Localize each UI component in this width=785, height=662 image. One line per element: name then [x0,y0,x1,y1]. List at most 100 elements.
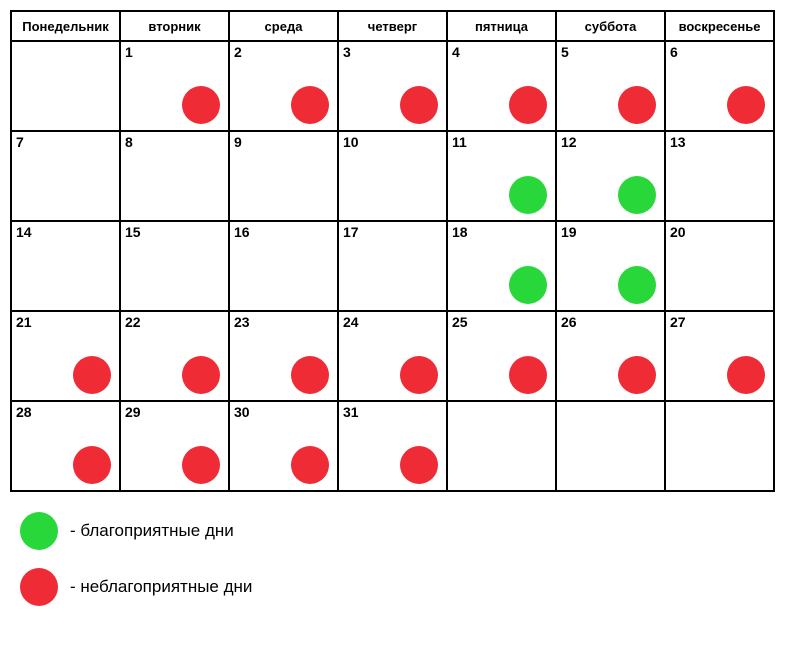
weekday-header: вторник [120,11,229,41]
calendar-cell [665,401,774,491]
weekday-header: воскресенье [665,11,774,41]
day-number: 4 [452,44,460,60]
day-number: 6 [670,44,678,60]
calendar-cell: 4 [447,41,556,131]
calendar-cell: 23 [229,311,338,401]
day-number: 7 [16,134,24,150]
day-number: 19 [561,224,577,240]
favorable-dot-icon [618,176,656,214]
calendar-row: 14 15 16 17 18 19 20 [11,221,774,311]
calendar-cell: 12 [556,131,665,221]
unfavorable-dot-icon [400,86,438,124]
weekday-header: Понедельник [11,11,120,41]
day-number: 24 [343,314,359,330]
calendar-cell: 5 [556,41,665,131]
calendar-cell: 21 [11,311,120,401]
calendar-cell: 25 [447,311,556,401]
legend-dot-red [20,568,58,606]
calendar-cell [11,41,120,131]
calendar-cell: 30 [229,401,338,491]
legend-label-unfavorable: - неблагоприятные дни [70,577,252,597]
unfavorable-dot-icon [73,356,111,394]
calendar-cell: 19 [556,221,665,311]
unfavorable-dot-icon [509,356,547,394]
day-number: 11 [452,134,467,150]
legend-row-favorable: - благоприятные дни [20,512,775,550]
day-number: 9 [234,134,242,150]
calendar-cell: 26 [556,311,665,401]
calendar-cell: 10 [338,131,447,221]
calendar-cell: 28 [11,401,120,491]
calendar-cell: 22 [120,311,229,401]
day-number: 31 [343,404,359,420]
day-number: 2 [234,44,242,60]
day-number: 17 [343,224,359,240]
calendar-cell: 1 [120,41,229,131]
calendar-cell: 17 [338,221,447,311]
legend-row-unfavorable: - неблагоприятные дни [20,568,775,606]
day-number: 23 [234,314,250,330]
unfavorable-dot-icon [182,356,220,394]
day-number: 1 [125,44,133,60]
unfavorable-dot-icon [73,446,111,484]
unfavorable-dot-icon [509,86,547,124]
calendar-cell: 14 [11,221,120,311]
unfavorable-dot-icon [400,356,438,394]
calendar-table: Понедельник вторник среда четверг пятниц… [10,10,775,492]
calendar-row: 28 29 30 31 [11,401,774,491]
unfavorable-dot-icon [400,446,438,484]
unfavorable-dot-icon [727,86,765,124]
calendar-cell [447,401,556,491]
day-number: 10 [343,134,359,150]
favorable-dot-icon [618,266,656,304]
calendar-cell: 9 [229,131,338,221]
day-number: 30 [234,404,250,420]
calendar-cell: 20 [665,221,774,311]
day-number: 8 [125,134,133,150]
day-number: 22 [125,314,141,330]
calendar-row: 1 2 3 4 5 6 [11,41,774,131]
legend-dot-green [20,512,58,550]
calendar-cell: 11 [447,131,556,221]
calendar-row: 21 22 23 24 25 26 27 [11,311,774,401]
day-number: 28 [16,404,32,420]
calendar-cell: 29 [120,401,229,491]
unfavorable-dot-icon [727,356,765,394]
calendar-cell: 18 [447,221,556,311]
day-number: 16 [234,224,250,240]
unfavorable-dot-icon [291,446,329,484]
calendar-cell: 3 [338,41,447,131]
calendar-cell: 13 [665,131,774,221]
favorable-dot-icon [509,266,547,304]
unfavorable-dot-icon [291,86,329,124]
unfavorable-dot-icon [182,86,220,124]
calendar-cell: 27 [665,311,774,401]
calendar-row: 7 8 9 10 11 1213 [11,131,774,221]
day-number: 29 [125,404,141,420]
day-number: 5 [561,44,569,60]
unfavorable-dot-icon [618,356,656,394]
weekday-header: среда [229,11,338,41]
day-number: 15 [125,224,141,240]
calendar-cell [556,401,665,491]
calendar-cell: 15 [120,221,229,311]
calendar-body: 1234567891011121314151617181920212223242… [11,41,774,491]
weekday-header: суббота [556,11,665,41]
favorable-dot-icon [509,176,547,214]
calendar-cell: 8 [120,131,229,221]
day-number: 25 [452,314,468,330]
unfavorable-dot-icon [618,86,656,124]
legend-label-favorable: - благоприятные дни [70,521,234,541]
unfavorable-dot-icon [291,356,329,394]
day-number: 18 [452,224,468,240]
day-number: 20 [670,224,686,240]
calendar-cell: 31 [338,401,447,491]
calendar-cell: 7 [11,131,120,221]
weekday-header: четверг [338,11,447,41]
weekday-header-row: Понедельник вторник среда четверг пятниц… [11,11,774,41]
calendar-cell: 24 [338,311,447,401]
calendar-cell: 16 [229,221,338,311]
day-number: 14 [16,224,32,240]
day-number: 26 [561,314,577,330]
day-number: 3 [343,44,351,60]
